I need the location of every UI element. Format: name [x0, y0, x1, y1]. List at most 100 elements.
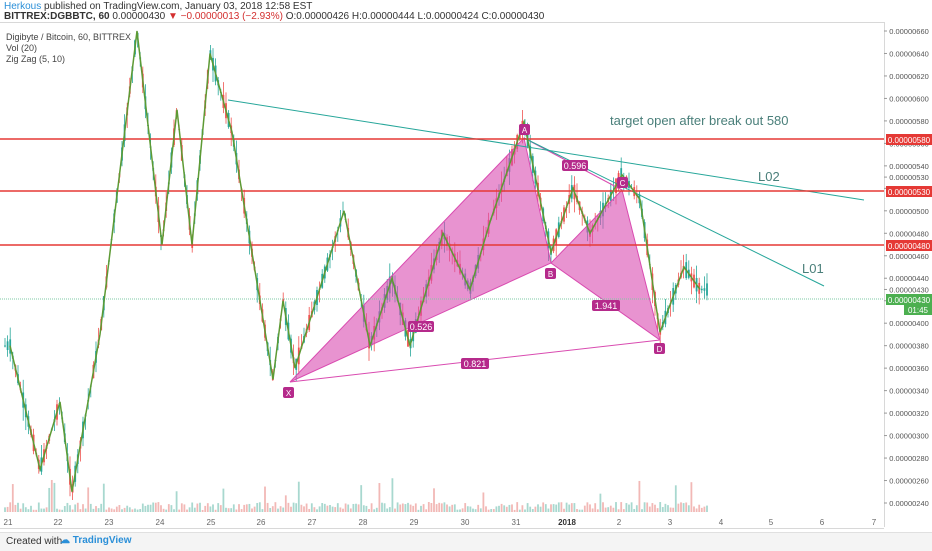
volume-bar [238, 504, 240, 512]
volume-bar [230, 508, 233, 512]
volume-bar [550, 504, 552, 512]
volume-bar [602, 502, 604, 512]
volume-bar [409, 504, 412, 512]
volume-bar [188, 507, 191, 512]
tradingview-logo[interactable]: ☁ TradingView [60, 535, 132, 546]
volume-bar [586, 502, 589, 512]
point-a: A [522, 126, 528, 135]
volume-bar [321, 503, 324, 512]
volume-bar [633, 508, 636, 512]
volume-bar [316, 509, 318, 512]
time-tick-label: 2 [617, 518, 622, 527]
volume-bar [589, 504, 591, 512]
created-with-text: Created with [6, 536, 63, 547]
volume-bar [9, 502, 12, 512]
volume-bar [674, 485, 677, 512]
volume-bar [542, 502, 545, 512]
ratio-xd: 0.821 [464, 359, 487, 369]
price-tick-label: 0.00000440 [889, 274, 929, 283]
volume-bar [344, 503, 347, 512]
volume-bar [144, 505, 147, 512]
time-tick-label: 30 [461, 518, 470, 527]
volume-bar [617, 509, 620, 512]
volume-bar [235, 509, 238, 512]
legend-volume[interactable]: Vol (20) [6, 43, 38, 53]
volume-bar [557, 502, 560, 512]
volume-bar [349, 508, 352, 512]
last-price-tag [886, 294, 932, 305]
volume-bar [643, 502, 646, 512]
zigzag-line [9, 30, 701, 492]
volume-bar [82, 504, 84, 512]
chart-legend: Digibyte / Bitcoin, 60, BITTREX Vol (20)… [6, 32, 131, 65]
volume-bar [672, 507, 675, 512]
volume-bar [500, 503, 503, 512]
volume-bar [323, 503, 326, 512]
price-tick-label: 0.00000400 [889, 319, 929, 328]
volume-bar [651, 503, 654, 512]
candle-body [700, 288, 703, 291]
volume-bar [375, 507, 378, 512]
volume-bar [615, 502, 617, 512]
volume-bar [126, 505, 129, 512]
volume-bar [362, 505, 365, 512]
volume-bar [474, 509, 477, 512]
volume-bar [565, 502, 568, 512]
volume-bar [347, 504, 350, 512]
volume-bar [170, 505, 173, 512]
volume-bar [178, 509, 181, 512]
volume-bar [245, 504, 248, 512]
price-tick-label: 0.00000300 [889, 432, 929, 441]
volume-bar [4, 507, 6, 512]
volume-bar [591, 508, 594, 512]
volume-bar [414, 503, 417, 512]
volume-bar [310, 503, 313, 512]
volume-bar [690, 482, 693, 512]
volume-bar [110, 508, 113, 512]
volume-bar [472, 508, 474, 512]
ratio-bd: 1.941 [595, 301, 618, 311]
volume-bar [440, 503, 443, 512]
author-link[interactable]: Herkous [4, 1, 42, 12]
volume-bar [635, 505, 638, 512]
volume-bar [329, 505, 331, 512]
volume-bar [105, 509, 108, 512]
volume-bar [147, 504, 149, 512]
candle-body [703, 288, 706, 291]
cloud-icon: ☁ [60, 535, 70, 546]
volume-bar [687, 505, 690, 512]
time-tick-label: 26 [257, 518, 266, 527]
price-tick-label: 0.00000340 [889, 387, 929, 396]
volume-bar [243, 504, 246, 512]
volume-bar [266, 502, 269, 512]
price-tick-label: 0.00000260 [889, 477, 929, 486]
point-badge-x [283, 387, 294, 398]
tradingview-brand: TradingView [72, 535, 132, 546]
legend-zigzag[interactable]: Zig Zag (5, 10) [6, 54, 66, 64]
volume-bar [646, 502, 649, 512]
volume-bar [498, 505, 500, 512]
volume-bar [24, 507, 27, 512]
volume-bar [63, 506, 66, 512]
volume-bar [433, 488, 435, 512]
volume-bar [248, 503, 251, 512]
time-tick-label: 24 [156, 518, 165, 527]
price-tick-label: 0.00000660 [889, 27, 929, 36]
volume-bar [66, 502, 69, 512]
volume-bar [706, 505, 708, 512]
volume-bar [594, 503, 597, 512]
price-tick-label: 0.00000530 [889, 173, 929, 182]
volume-bar [443, 502, 446, 512]
price-axis[interactable] [884, 22, 932, 527]
volume-bar [422, 504, 425, 512]
point-badge-b [545, 268, 556, 279]
volume-bar [570, 503, 573, 512]
volume-bar [534, 506, 537, 512]
chart-frame[interactable] [0, 22, 884, 529]
volume-bar [599, 493, 602, 512]
price-chart[interactable]: target open after break out 580 L02 L01 … [0, 0, 932, 532]
volume-bar [656, 508, 659, 512]
label-l02: L02 [758, 169, 780, 184]
symbol-text: BITTREX:DGBBTC, 60 [4, 11, 110, 22]
volume-bar [420, 505, 422, 512]
